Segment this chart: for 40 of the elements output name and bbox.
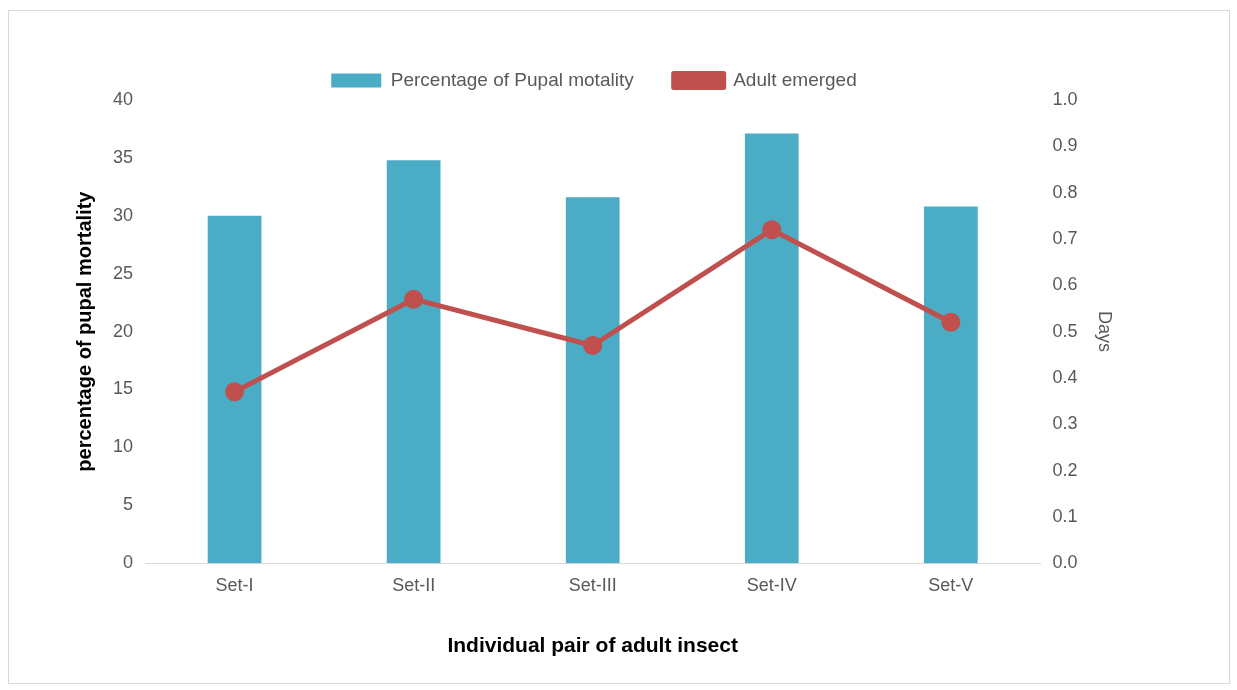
y-tick-label: 40 bbox=[112, 88, 134, 109]
bar bbox=[386, 160, 441, 564]
y2-tick-label: 0.7 bbox=[1052, 227, 1078, 248]
y-tick-label: 10 bbox=[112, 436, 134, 457]
bar bbox=[923, 206, 978, 564]
point bbox=[404, 289, 424, 309]
x-tick-label: Set-V bbox=[928, 574, 974, 595]
y-tick-label: 20 bbox=[112, 320, 134, 341]
point bbox=[225, 382, 245, 402]
y-tick-label: 0 bbox=[123, 552, 134, 573]
y2-tick-label: 0.1 bbox=[1052, 505, 1078, 526]
y2-tick-label: 0.9 bbox=[1052, 135, 1078, 156]
bar bbox=[744, 133, 799, 564]
y2-tick-label: 0.0 bbox=[1052, 552, 1078, 573]
y2-tick-label: 0.8 bbox=[1052, 181, 1078, 202]
y2-tick-label: 0.6 bbox=[1052, 274, 1078, 295]
x-tick-label: Set-IV bbox=[746, 574, 797, 595]
y2-tick-label: 0.4 bbox=[1052, 366, 1078, 387]
y-axis-title: percentage of pupal mortality bbox=[72, 190, 95, 472]
point bbox=[941, 312, 961, 332]
point bbox=[762, 220, 782, 240]
legend-label: Percentage of Pupal motality bbox=[390, 68, 635, 90]
x-tick-label: Set-I bbox=[215, 574, 254, 595]
point bbox=[583, 336, 603, 355]
x-tick-label: Set-II bbox=[392, 574, 436, 595]
y-tick-label: 35 bbox=[112, 146, 134, 167]
x-axis-title: Individual pair of adult insect bbox=[447, 633, 738, 657]
y2-tick-label: 0.5 bbox=[1052, 320, 1078, 341]
legend-label: Adult emerged bbox=[733, 68, 857, 90]
y-tick-label: 30 bbox=[112, 204, 134, 225]
bar bbox=[207, 215, 262, 564]
y-tick-label: 5 bbox=[123, 494, 134, 515]
x-tick-label: Set-III bbox=[568, 574, 617, 595]
y2-tick-label: 1.0 bbox=[1052, 88, 1078, 109]
y-tick-label: 25 bbox=[112, 262, 134, 283]
bar bbox=[565, 197, 620, 564]
y-tick-label: 15 bbox=[112, 378, 134, 399]
y2-tick-label: 0.2 bbox=[1052, 459, 1078, 480]
y2-axis-title: Days bbox=[1095, 311, 1116, 353]
y2-tick-label: 0.3 bbox=[1052, 413, 1078, 434]
